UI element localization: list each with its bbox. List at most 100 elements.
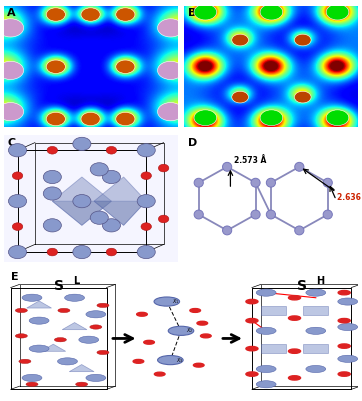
- Circle shape: [246, 318, 258, 323]
- Circle shape: [251, 178, 260, 187]
- Circle shape: [194, 178, 203, 187]
- Circle shape: [97, 303, 109, 308]
- Circle shape: [46, 112, 66, 126]
- Circle shape: [294, 91, 311, 103]
- Circle shape: [256, 289, 276, 296]
- Circle shape: [154, 372, 165, 376]
- Text: E: E: [11, 272, 18, 282]
- Circle shape: [116, 60, 135, 73]
- Circle shape: [8, 144, 26, 157]
- Circle shape: [323, 178, 332, 187]
- Circle shape: [22, 294, 42, 301]
- Text: L: L: [73, 276, 79, 286]
- Circle shape: [306, 289, 326, 296]
- Circle shape: [58, 358, 77, 365]
- Circle shape: [15, 334, 28, 338]
- Polygon shape: [52, 177, 111, 225]
- Circle shape: [141, 172, 151, 180]
- Circle shape: [81, 8, 100, 21]
- Circle shape: [157, 61, 184, 79]
- Circle shape: [246, 300, 258, 304]
- Polygon shape: [94, 177, 146, 225]
- Circle shape: [90, 163, 108, 176]
- Circle shape: [73, 194, 91, 208]
- Circle shape: [223, 226, 232, 235]
- Text: C: C: [7, 138, 15, 148]
- Circle shape: [43, 219, 61, 232]
- Polygon shape: [261, 306, 286, 315]
- Circle shape: [137, 312, 147, 316]
- Circle shape: [12, 223, 23, 231]
- Circle shape: [12, 172, 23, 180]
- Circle shape: [294, 34, 311, 46]
- Circle shape: [338, 298, 358, 305]
- Circle shape: [338, 372, 350, 376]
- Text: $\mathbf{S}$: $\mathbf{S}$: [296, 279, 307, 293]
- Circle shape: [43, 187, 61, 200]
- Circle shape: [144, 340, 154, 344]
- Circle shape: [90, 325, 102, 329]
- Polygon shape: [41, 344, 66, 351]
- Circle shape: [116, 112, 135, 126]
- Circle shape: [106, 248, 117, 256]
- Polygon shape: [52, 201, 111, 225]
- Circle shape: [29, 345, 49, 352]
- Circle shape: [338, 355, 358, 363]
- Circle shape: [232, 34, 248, 46]
- Circle shape: [73, 137, 91, 150]
- Circle shape: [15, 308, 28, 313]
- Circle shape: [251, 210, 260, 219]
- Polygon shape: [94, 201, 146, 225]
- Circle shape: [58, 308, 70, 313]
- Circle shape: [289, 349, 300, 353]
- Circle shape: [26, 382, 38, 387]
- Text: 2.636 Å: 2.636 Å: [337, 192, 362, 202]
- Circle shape: [141, 223, 151, 231]
- Text: $X_3$: $X_3$: [176, 356, 183, 365]
- Circle shape: [326, 110, 349, 126]
- Circle shape: [338, 318, 350, 323]
- Circle shape: [8, 194, 26, 208]
- Circle shape: [133, 359, 144, 363]
- Circle shape: [47, 248, 58, 256]
- Circle shape: [306, 327, 326, 334]
- Circle shape: [8, 245, 26, 259]
- Circle shape: [43, 170, 61, 184]
- Circle shape: [157, 103, 184, 121]
- Circle shape: [194, 4, 216, 20]
- Polygon shape: [69, 365, 94, 372]
- Circle shape: [338, 344, 350, 348]
- Circle shape: [0, 19, 24, 37]
- Circle shape: [157, 356, 183, 365]
- Circle shape: [266, 178, 275, 187]
- Circle shape: [256, 365, 276, 373]
- Circle shape: [47, 146, 58, 154]
- Circle shape: [116, 8, 135, 21]
- Circle shape: [86, 375, 106, 381]
- Circle shape: [159, 215, 169, 223]
- Circle shape: [90, 211, 108, 224]
- Circle shape: [81, 112, 100, 126]
- Circle shape: [306, 365, 326, 373]
- Circle shape: [338, 324, 358, 330]
- Circle shape: [260, 110, 283, 126]
- Circle shape: [338, 290, 350, 295]
- Circle shape: [246, 346, 258, 351]
- Circle shape: [137, 245, 155, 259]
- Circle shape: [73, 245, 91, 259]
- Circle shape: [193, 363, 204, 367]
- Circle shape: [232, 91, 248, 103]
- Circle shape: [0, 61, 24, 79]
- Circle shape: [79, 336, 99, 343]
- Circle shape: [194, 210, 203, 219]
- Circle shape: [295, 226, 304, 235]
- Text: $\mathbf{S}$: $\mathbf{S}$: [53, 279, 64, 293]
- Circle shape: [159, 164, 169, 172]
- Text: B: B: [188, 8, 196, 18]
- Circle shape: [197, 321, 208, 325]
- Polygon shape: [303, 344, 328, 353]
- Circle shape: [201, 334, 211, 338]
- Circle shape: [289, 316, 300, 320]
- Circle shape: [323, 210, 332, 219]
- Circle shape: [97, 350, 109, 354]
